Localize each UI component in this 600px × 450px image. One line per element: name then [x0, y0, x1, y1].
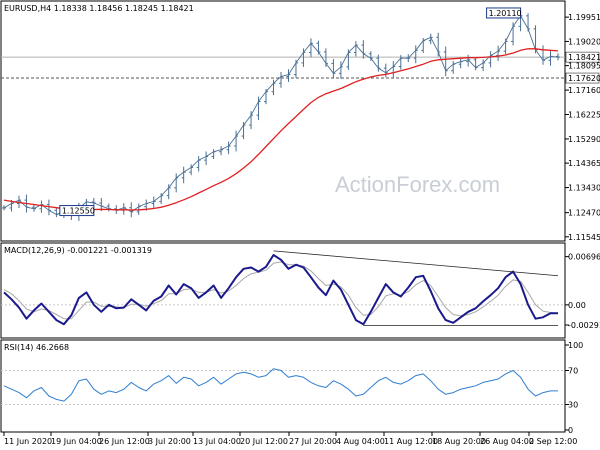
macd-title: MACD(12,26,9) -0.001221 -0.001319 — [4, 246, 152, 255]
annotation-box — [59, 205, 95, 217]
price-y-tick-label: 1.19020 — [568, 37, 600, 46]
macd-panel — [0, 242, 566, 339]
price-layer: 1.19951 1.19020 1.18095 1.17160 1.16225 1.152… — [1, 7, 600, 242]
macd-signal-line — [3, 261, 559, 320]
price-y-tick-label: 1.11545 — [568, 233, 600, 242]
x-tick-label: 3 Jul 20:00 — [148, 437, 191, 446]
price-panel — [0, 0, 566, 242]
x-tick-label: 4 Aug 04:00 — [336, 437, 385, 446]
x-tick-label: 27 Jul 20:00 — [289, 437, 337, 446]
rsi-y-tick-label: 30 — [568, 401, 578, 410]
x-tick-label: 26 Jun 12:00 — [99, 437, 150, 446]
macd-y-tick-label: -0.002913 — [568, 321, 600, 330]
macd-layer: 0.006966 0.00 -0.002913 — [1, 250, 600, 330]
x-tick-label: 11 Aug 12:00 — [384, 437, 438, 446]
rsi-layer: 100 70 30 0 — [1, 341, 583, 435]
rsi-y-tick-label: 70 — [568, 367, 578, 376]
x-tick-label: 20 Jul 12:00 — [240, 437, 288, 446]
price-title: EURUSD,H4 1.18338 1.18456 1.18245 1.1842… — [4, 4, 194, 13]
rsi-panel — [0, 339, 566, 433]
moving-average-line — [3, 48, 559, 211]
x-tick-label: 13 Jul 04:00 — [193, 437, 241, 446]
price-y-tick-label: 1.14365 — [568, 159, 600, 168]
macd-y-tick-label: 0.00 — [568, 301, 586, 310]
price-series — [3, 15, 559, 216]
rsi-y-tick-label: 0 — [568, 426, 573, 435]
x-tick-label: 11 Jun 2020 — [4, 437, 52, 446]
macd-line — [3, 254, 558, 326]
price-y-tick-label: 1.12470 — [568, 209, 600, 218]
x-tick-label: 18 Aug 20:00 — [432, 437, 486, 446]
resistance-trendline — [273, 250, 559, 277]
annotation-label: 1.12550 — [62, 207, 95, 216]
watermark: ActionForex.com — [335, 172, 500, 197]
current-price-label-box — [565, 51, 600, 63]
price-y-tick-label: 1.15290 — [568, 135, 600, 144]
price-y-tick-label: 1.16225 — [568, 111, 600, 120]
rsi-title: RSI(14) 46.2668 — [4, 343, 69, 352]
annotation-label: 1.20110 — [489, 9, 522, 18]
support-label: 1.17620 — [568, 74, 600, 83]
x-tick-label: 19 Jun 04:00 — [51, 437, 102, 446]
price-y-tick-label: 1.13430 — [568, 184, 600, 193]
rsi-line — [3, 368, 558, 402]
rsi-y-tick-label: 100 — [568, 341, 583, 350]
annotation-box — [486, 7, 522, 19]
support-label-box — [565, 72, 600, 84]
x-tick-label: 2 Sep 12:00 — [529, 437, 577, 446]
price-y-tick-label: 1.18095 — [568, 62, 600, 71]
macd-y-tick-label: 0.006966 — [568, 253, 600, 262]
current-price-label: 1.18421 — [568, 53, 600, 62]
x-tick-label: 26 Aug 04:00 — [480, 437, 534, 446]
price-y-tick-label: 1.19951 — [568, 13, 600, 22]
price-y-tick-label: 1.17160 — [568, 86, 600, 95]
